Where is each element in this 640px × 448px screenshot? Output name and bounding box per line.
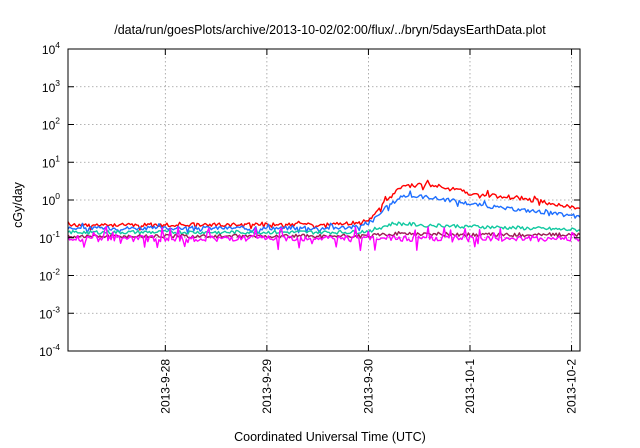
y-tick-label: 10-3	[39, 304, 60, 321]
y-tick-label: 100	[42, 191, 60, 208]
y-tick-base: 10	[39, 270, 53, 284]
x-tick-label: 2013-10-1	[463, 359, 477, 414]
x-tick-label: 2013-9-30	[361, 359, 375, 414]
y-tick-exponent: -2	[52, 267, 60, 277]
series-line	[67, 190, 581, 234]
series-layer	[67, 179, 581, 252]
y-tick-base: 10	[39, 307, 53, 321]
y-tick-exponent: -4	[52, 342, 60, 352]
x-axis-label: Coordinated Universal Time (UTC)	[234, 430, 426, 444]
y-tick-label: 10-1	[39, 229, 60, 246]
y-tick-base: 10	[42, 43, 56, 57]
y-tick-base: 10	[39, 232, 53, 246]
x-tick-label: 2013-9-28	[158, 359, 172, 414]
x-tick-label: 2013-9-29	[260, 359, 274, 414]
series-line	[67, 179, 581, 231]
y-tick-label: 103	[42, 78, 60, 95]
y-tick-exponent: 2	[55, 116, 60, 126]
y-tick-label: 10-4	[39, 342, 60, 359]
y-tick-exponent: 1	[55, 153, 60, 163]
y-tick-base: 10	[42, 194, 56, 208]
y-tick-exponent: 4	[55, 40, 60, 50]
chart-title: /data/run/goesPlots/archive/2013-10-02/0…	[114, 23, 546, 37]
y-tick-label: 104	[42, 40, 60, 57]
y-tick-label: 102	[42, 116, 60, 133]
x-tick-label: 2013-10-2	[565, 359, 579, 414]
series-line	[67, 225, 581, 252]
y-axis-label: cGy/day	[11, 181, 25, 228]
y-tick-exponent: -1	[52, 229, 60, 239]
y-tick-label: 101	[42, 153, 60, 170]
series-line	[67, 221, 581, 235]
y-tick-base: 10	[42, 156, 56, 170]
y-tick-label: 10-2	[39, 267, 60, 284]
x-axis-ticks: 2013-9-28 2013-9-29 2013-9-30 2013-10-1 2013…	[158, 49, 579, 414]
y-tick-exponent: 0	[55, 191, 60, 201]
y-tick-exponent: 3	[55, 78, 60, 88]
y-tick-exponent: -3	[52, 304, 60, 314]
y-tick-base: 10	[42, 81, 56, 95]
grid-lines	[68, 49, 580, 351]
y-tick-base: 10	[39, 345, 53, 359]
y-tick-base: 10	[42, 119, 56, 133]
